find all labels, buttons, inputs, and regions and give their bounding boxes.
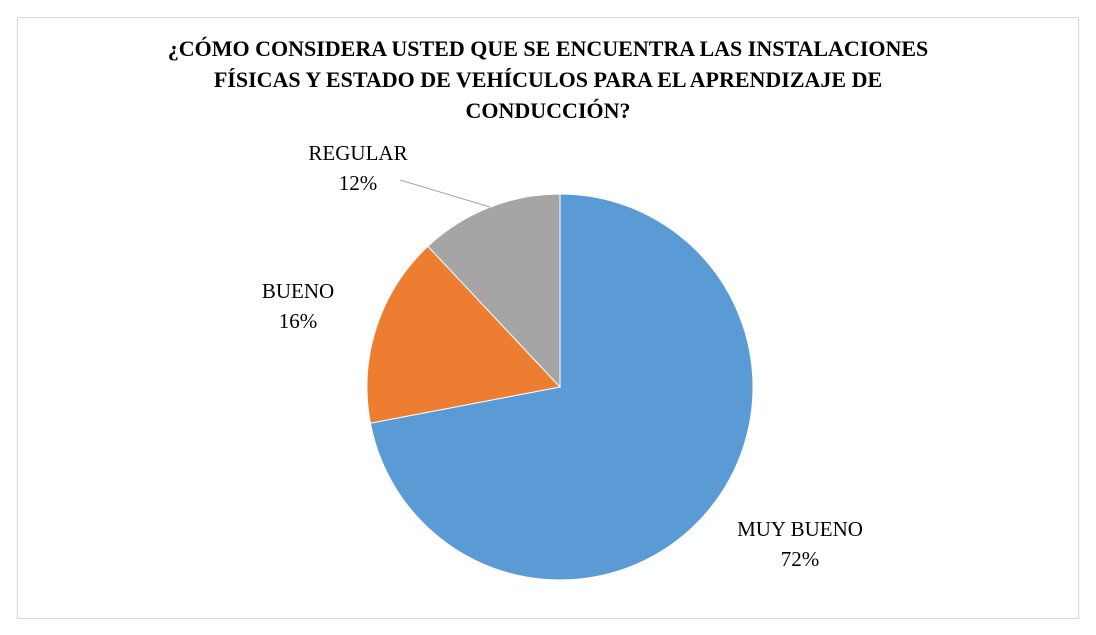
- slice-label: REGULAR: [308, 141, 407, 165]
- slice-label: MUY BUENO: [737, 517, 863, 541]
- pie-slice: [369, 193, 754, 581]
- pie-slice: [366, 245, 561, 424]
- slice-value-label: 72%: [781, 547, 820, 571]
- slice-label: BUENO: [262, 279, 334, 303]
- pie-slice: [427, 193, 561, 389]
- chart-title: ¿CÓMO CONSIDERA USTED QUE SE ENCUENTRA L…: [167, 36, 929, 123]
- leader-line: [399, 179, 491, 208]
- slice-value-label: 12%: [339, 171, 378, 195]
- slice-value-label: 16%: [279, 309, 318, 333]
